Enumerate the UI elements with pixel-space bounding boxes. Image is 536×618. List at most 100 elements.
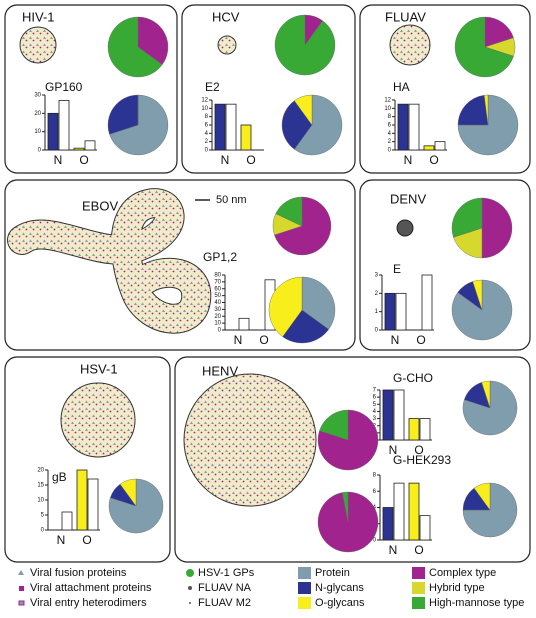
- pie-slice: [457, 95, 489, 126]
- legend-label: FLUAV NA: [198, 582, 252, 594]
- legend-icon: [189, 602, 191, 604]
- pie-slice: [274, 196, 332, 256]
- x-tick-label: N: [57, 533, 66, 547]
- y-tick-label: 10: [214, 321, 221, 327]
- bar: [240, 124, 252, 151]
- bar: [408, 103, 420, 151]
- y-tick-label: 3: [375, 273, 379, 279]
- y-tick-label: 10: [201, 106, 208, 112]
- legend-swatch: [412, 567, 425, 579]
- y-tick-label: 10: [37, 498, 44, 504]
- pie-slice: [281, 100, 313, 150]
- virus-particle: [19, 26, 57, 64]
- legend-label: O-glycans: [315, 597, 365, 609]
- virus-particle: [217, 35, 237, 55]
- pie-slice: [301, 276, 336, 330]
- bar: [214, 103, 226, 151]
- pie-slice: [275, 196, 303, 227]
- pie-slice: [472, 279, 483, 311]
- legend-swatch: [298, 567, 311, 579]
- panel-box: [359, 4, 531, 174]
- pie-slice: [481, 197, 513, 259]
- legend-label: High-mannose type: [429, 597, 524, 609]
- pie-slice: [109, 94, 169, 156]
- legend-icon: [188, 586, 192, 590]
- legend-label: Viral attachment proteins: [30, 582, 152, 594]
- y-tick-label: 0: [41, 528, 45, 534]
- x-tick-label: O: [414, 543, 423, 557]
- legend-label: Viral entry heterodimers: [30, 597, 147, 609]
- bar: [434, 141, 446, 151]
- pie-slice: [268, 276, 303, 337]
- y-tick-label: 5: [373, 402, 377, 408]
- bar: [58, 100, 70, 151]
- bar: [397, 103, 409, 151]
- y-tick-label: 30: [214, 307, 221, 313]
- legend-swatch: [412, 582, 425, 594]
- pie-slice: [473, 482, 491, 511]
- bar: [61, 511, 73, 531]
- y-tick-label: 40: [214, 300, 221, 306]
- protein-label: GP1,2: [203, 250, 237, 264]
- bar: [382, 507, 394, 541]
- bar: [423, 145, 435, 151]
- protein-label: G-CHO: [393, 371, 433, 385]
- protein-label: E: [393, 262, 401, 276]
- panel-box: [4, 356, 171, 563]
- bar: [382, 389, 394, 441]
- y-tick-label: 7: [373, 388, 377, 394]
- panel-title: DENV: [390, 191, 426, 206]
- virus-particle: [183, 373, 317, 507]
- virus-particle: [60, 382, 136, 458]
- x-tick-label: O: [246, 153, 255, 167]
- panel-box: [359, 179, 531, 351]
- bar: [419, 515, 431, 541]
- bar: [408, 482, 420, 541]
- y-tick-label: 10: [384, 106, 391, 112]
- x-tick-label: O: [414, 443, 423, 457]
- y-tick-label: 0: [388, 148, 392, 154]
- x-tick-label: O: [416, 333, 425, 347]
- bar: [421, 274, 433, 331]
- y-tick-label: 12: [384, 98, 391, 104]
- y-tick-label: 6: [205, 123, 209, 129]
- y-tick-label: 8: [205, 114, 209, 120]
- bar: [84, 140, 96, 151]
- pie-slice: [294, 94, 313, 126]
- y-tick-label: 20: [37, 468, 44, 474]
- pie-slice: [457, 94, 519, 156]
- y-tick-label: 6: [373, 395, 377, 401]
- y-tick-label: 5: [41, 513, 45, 519]
- virus-particle: [396, 219, 414, 237]
- x-tick-label: N: [54, 153, 63, 167]
- protein-label: GP160: [45, 80, 83, 94]
- y-tick-label: 6: [388, 123, 392, 129]
- bar: [384, 292, 396, 331]
- x-tick-label: N: [389, 443, 398, 457]
- legend-icon: [18, 600, 25, 606]
- bar: [419, 418, 431, 441]
- y-tick-label: 4: [388, 131, 392, 137]
- y-tick-label: 30: [34, 93, 41, 99]
- pie-slice: [454, 16, 514, 78]
- y-tick-label: 10: [34, 129, 41, 135]
- y-tick-label: 0: [205, 148, 209, 154]
- panel-box: [174, 356, 531, 563]
- pie-slice: [294, 94, 343, 156]
- y-tick-label: 4: [373, 409, 377, 415]
- legend-label: Protein: [315, 567, 350, 579]
- y-tick-label: 2: [388, 139, 392, 145]
- y-tick-label: 60: [214, 286, 221, 292]
- legend-swatch: [412, 597, 425, 609]
- pie-slice: [342, 491, 349, 523]
- y-tick-label: 0: [218, 328, 222, 334]
- pie-slice: [484, 16, 514, 48]
- bar: [73, 147, 85, 151]
- x-tick-label: O: [82, 533, 91, 547]
- x-tick-label: O: [259, 333, 268, 347]
- legend-label: Complex type: [429, 567, 496, 579]
- virus-particle: [8, 189, 211, 333]
- y-tick-label: 6: [373, 489, 377, 495]
- legend-label: Viral fusion proteins: [30, 567, 127, 579]
